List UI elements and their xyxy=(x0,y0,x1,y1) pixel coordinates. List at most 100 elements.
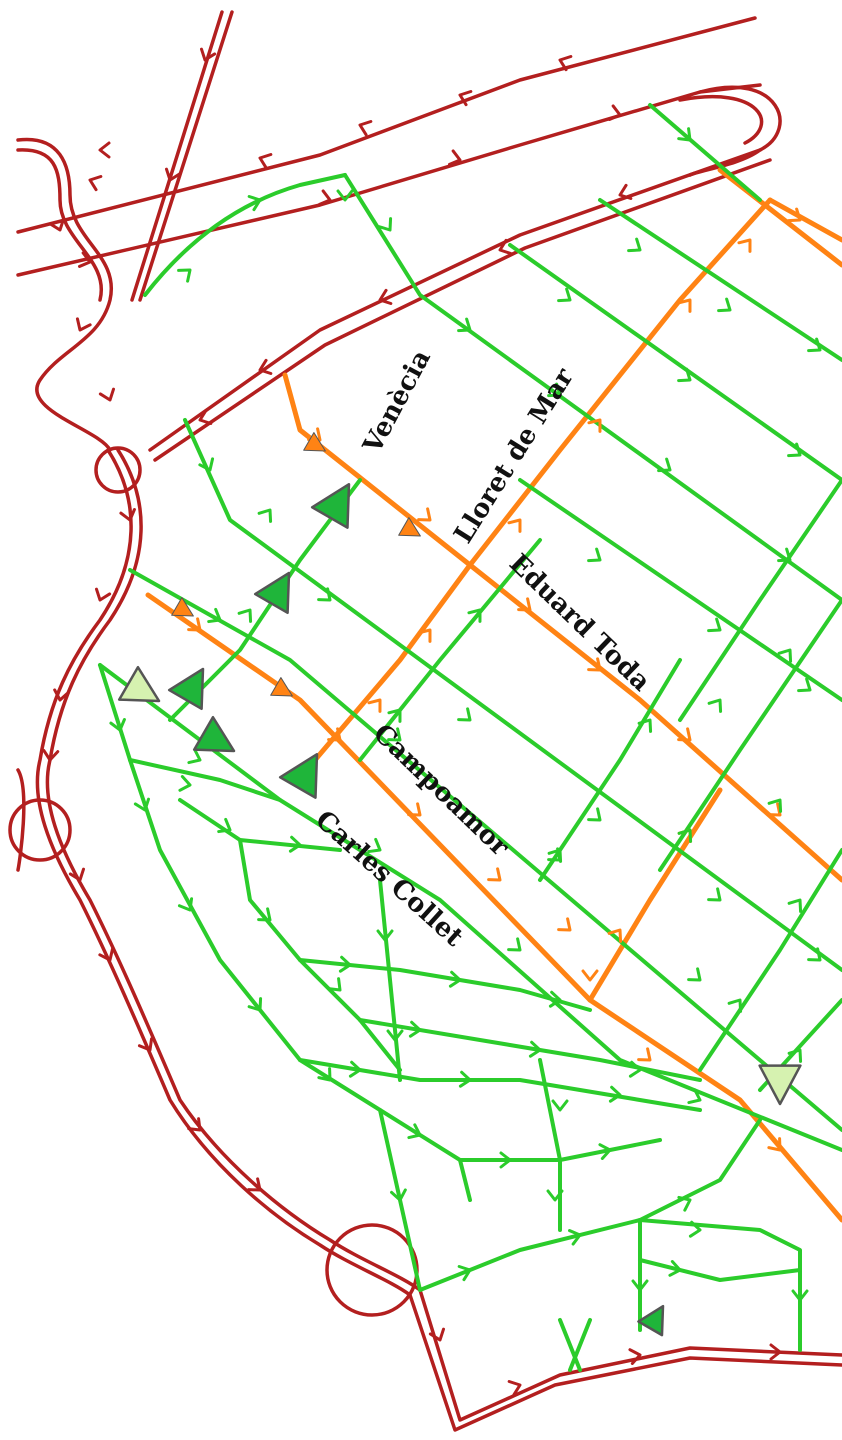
marker-dark-triangle xyxy=(253,571,291,615)
local-ne-1 xyxy=(168,478,362,722)
local-direction-arrow xyxy=(133,797,150,812)
local-direction-arrow xyxy=(187,748,202,765)
arterial-direction-arrow xyxy=(258,153,273,170)
arterial-top-1 xyxy=(16,16,757,234)
arterial-direction-arrow xyxy=(607,104,622,121)
local-direction-arrow xyxy=(687,1088,702,1105)
collector-direction-arrow xyxy=(187,617,202,632)
local-direction-arrow xyxy=(598,1143,612,1160)
local-nwse-5 xyxy=(518,478,842,702)
arterial-direction-arrow xyxy=(769,1343,782,1361)
local-direction-arrow xyxy=(386,1029,404,1042)
local-direction-arrow xyxy=(528,1040,542,1058)
local-direction-arrow xyxy=(257,907,272,922)
collector-lower xyxy=(587,787,723,1003)
local-direction-arrow xyxy=(376,929,394,942)
local-west-7 xyxy=(378,1108,662,1162)
local-direction-arrow xyxy=(587,547,602,563)
local-direction-arrow xyxy=(677,828,693,843)
arterial-direction-arrow xyxy=(119,507,136,522)
collector-direction-arrow xyxy=(417,507,432,522)
local-nwse-2 xyxy=(508,243,842,482)
marker-light-triangle xyxy=(758,1064,802,1106)
collector-lloret xyxy=(312,197,773,763)
local-direction-arrow xyxy=(457,317,472,333)
arterial-west-ramp xyxy=(16,768,26,872)
marker-orange-triangle xyxy=(303,432,326,452)
local-ne-5 xyxy=(698,848,842,1072)
arterial-direction-arrow xyxy=(48,217,65,232)
local-direction-arrow xyxy=(557,287,572,303)
collector-direction-arrow xyxy=(677,298,692,313)
local-direction-arrow xyxy=(547,382,562,398)
local-direction-arrow xyxy=(178,775,192,792)
local-direction-arrow xyxy=(791,1289,809,1302)
local-direction-arrow xyxy=(707,698,723,713)
arterial-direction-arrow xyxy=(618,183,633,200)
arterial-direction-arrow xyxy=(447,149,462,166)
arterial-direction-arrow xyxy=(358,120,373,137)
collector-direction-arrow xyxy=(587,418,602,433)
marker-orange-triangle xyxy=(270,677,293,697)
local-direction-arrow xyxy=(507,937,522,952)
local-direction-arrow xyxy=(247,195,262,212)
local-direction-arrow xyxy=(608,1085,622,1103)
local-nwse-4 xyxy=(648,103,762,202)
local-nwse-1 xyxy=(343,173,842,602)
local-direction-arrow xyxy=(677,127,692,142)
marker-dark-triangle xyxy=(167,667,205,711)
collector-direction-arrow xyxy=(737,238,752,253)
marker-dark-triangle xyxy=(192,715,236,753)
collector-direction-arrow xyxy=(767,802,782,817)
arterial-direction-arrow xyxy=(198,408,213,425)
local-direction-arrow xyxy=(546,1189,564,1202)
local-direction-arrow xyxy=(807,947,822,962)
local-direction-arrow xyxy=(628,1060,642,1078)
arterial-left-a xyxy=(16,137,114,452)
local-direction-arrow xyxy=(688,1220,702,1238)
local-direction-arrow xyxy=(237,608,253,623)
local-direction-arrow xyxy=(499,1151,512,1169)
collector-direction-arrow xyxy=(677,727,692,742)
local-direction-arrow xyxy=(567,1229,582,1246)
marker-orange-triangle xyxy=(398,517,421,537)
arterial-direction-arrow xyxy=(558,55,573,72)
collector-direction-arrow xyxy=(507,518,522,533)
collector-direction-arrow xyxy=(767,1137,782,1152)
local-direction-arrow xyxy=(407,1123,422,1140)
collector-campoamor xyxy=(145,592,842,1223)
local-direction-arrow xyxy=(727,998,743,1013)
direction-arrows xyxy=(42,47,822,1397)
arterial-direction-arrow xyxy=(75,317,92,332)
local-nwse-3 xyxy=(598,198,842,362)
local-west-8 xyxy=(418,1118,762,1292)
local-direction-arrow xyxy=(668,1260,682,1277)
local-direction-arrow xyxy=(457,707,472,722)
street-labels: Venècia Lloret de Mar Eduard Toda Campoa… xyxy=(309,345,656,953)
local-direction-arrow xyxy=(458,1070,472,1088)
roundabout-south xyxy=(325,1223,419,1317)
arterial-direction-arrow xyxy=(247,1177,262,1192)
local-direction-arrow xyxy=(317,1067,332,1082)
local-direction-arrow xyxy=(457,1265,472,1282)
arterial-diagonal-a xyxy=(138,10,234,302)
street-label-carles-collet: Carles Collet xyxy=(309,805,469,953)
arterial-direction-arrow xyxy=(98,947,115,962)
local-direction-arrow xyxy=(109,717,126,732)
local-direction-arrow xyxy=(177,268,192,283)
local-direction-arrow xyxy=(247,997,263,1012)
collector-direction-arrow xyxy=(787,207,802,223)
arterial-direction-arrow xyxy=(428,1327,445,1342)
local-direction-arrow xyxy=(198,457,215,472)
arterial-west-outer xyxy=(45,448,842,1422)
collector-direction-arrow xyxy=(327,727,342,742)
collector-top-right xyxy=(717,167,842,268)
arterial-direction-arrow xyxy=(317,189,332,206)
local-direction-arrow xyxy=(367,837,382,854)
local-direction-arrow xyxy=(687,967,702,982)
local-direction-arrow xyxy=(177,897,194,912)
street-label-venecia: Venècia xyxy=(357,345,437,459)
arterial-direction-arrow xyxy=(200,47,217,62)
local-direction-arrow xyxy=(390,1188,407,1202)
